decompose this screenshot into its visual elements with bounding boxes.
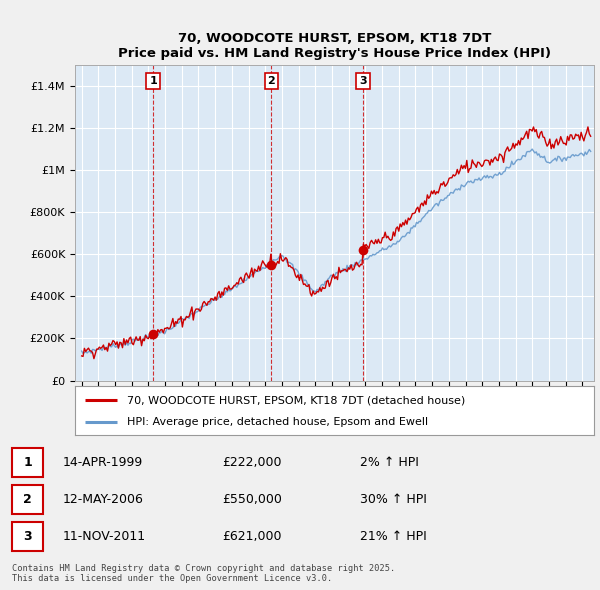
- Text: HPI: Average price, detached house, Epsom and Ewell: HPI: Average price, detached house, Epso…: [127, 417, 428, 427]
- Text: £222,000: £222,000: [222, 455, 281, 469]
- Text: Contains HM Land Registry data © Crown copyright and database right 2025.
This d: Contains HM Land Registry data © Crown c…: [12, 563, 395, 583]
- Text: 30% ↑ HPI: 30% ↑ HPI: [360, 493, 427, 506]
- Text: £550,000: £550,000: [222, 493, 282, 506]
- Title: 70, WOODCOTE HURST, EPSOM, KT18 7DT
Price paid vs. HM Land Registry's House Pric: 70, WOODCOTE HURST, EPSOM, KT18 7DT Pric…: [118, 32, 551, 60]
- Text: 3: 3: [23, 530, 32, 543]
- Text: 2% ↑ HPI: 2% ↑ HPI: [360, 455, 419, 469]
- Text: 21% ↑ HPI: 21% ↑ HPI: [360, 530, 427, 543]
- Text: 12-MAY-2006: 12-MAY-2006: [63, 493, 144, 506]
- Text: 11-NOV-2011: 11-NOV-2011: [63, 530, 146, 543]
- Text: 14-APR-1999: 14-APR-1999: [63, 455, 143, 469]
- Text: 1: 1: [23, 455, 32, 469]
- Text: 2: 2: [268, 76, 275, 86]
- Text: 1: 1: [149, 76, 157, 86]
- Text: 2: 2: [23, 493, 32, 506]
- Text: 70, WOODCOTE HURST, EPSOM, KT18 7DT (detached house): 70, WOODCOTE HURST, EPSOM, KT18 7DT (det…: [127, 395, 465, 405]
- Text: 3: 3: [359, 76, 367, 86]
- Text: £621,000: £621,000: [222, 530, 281, 543]
